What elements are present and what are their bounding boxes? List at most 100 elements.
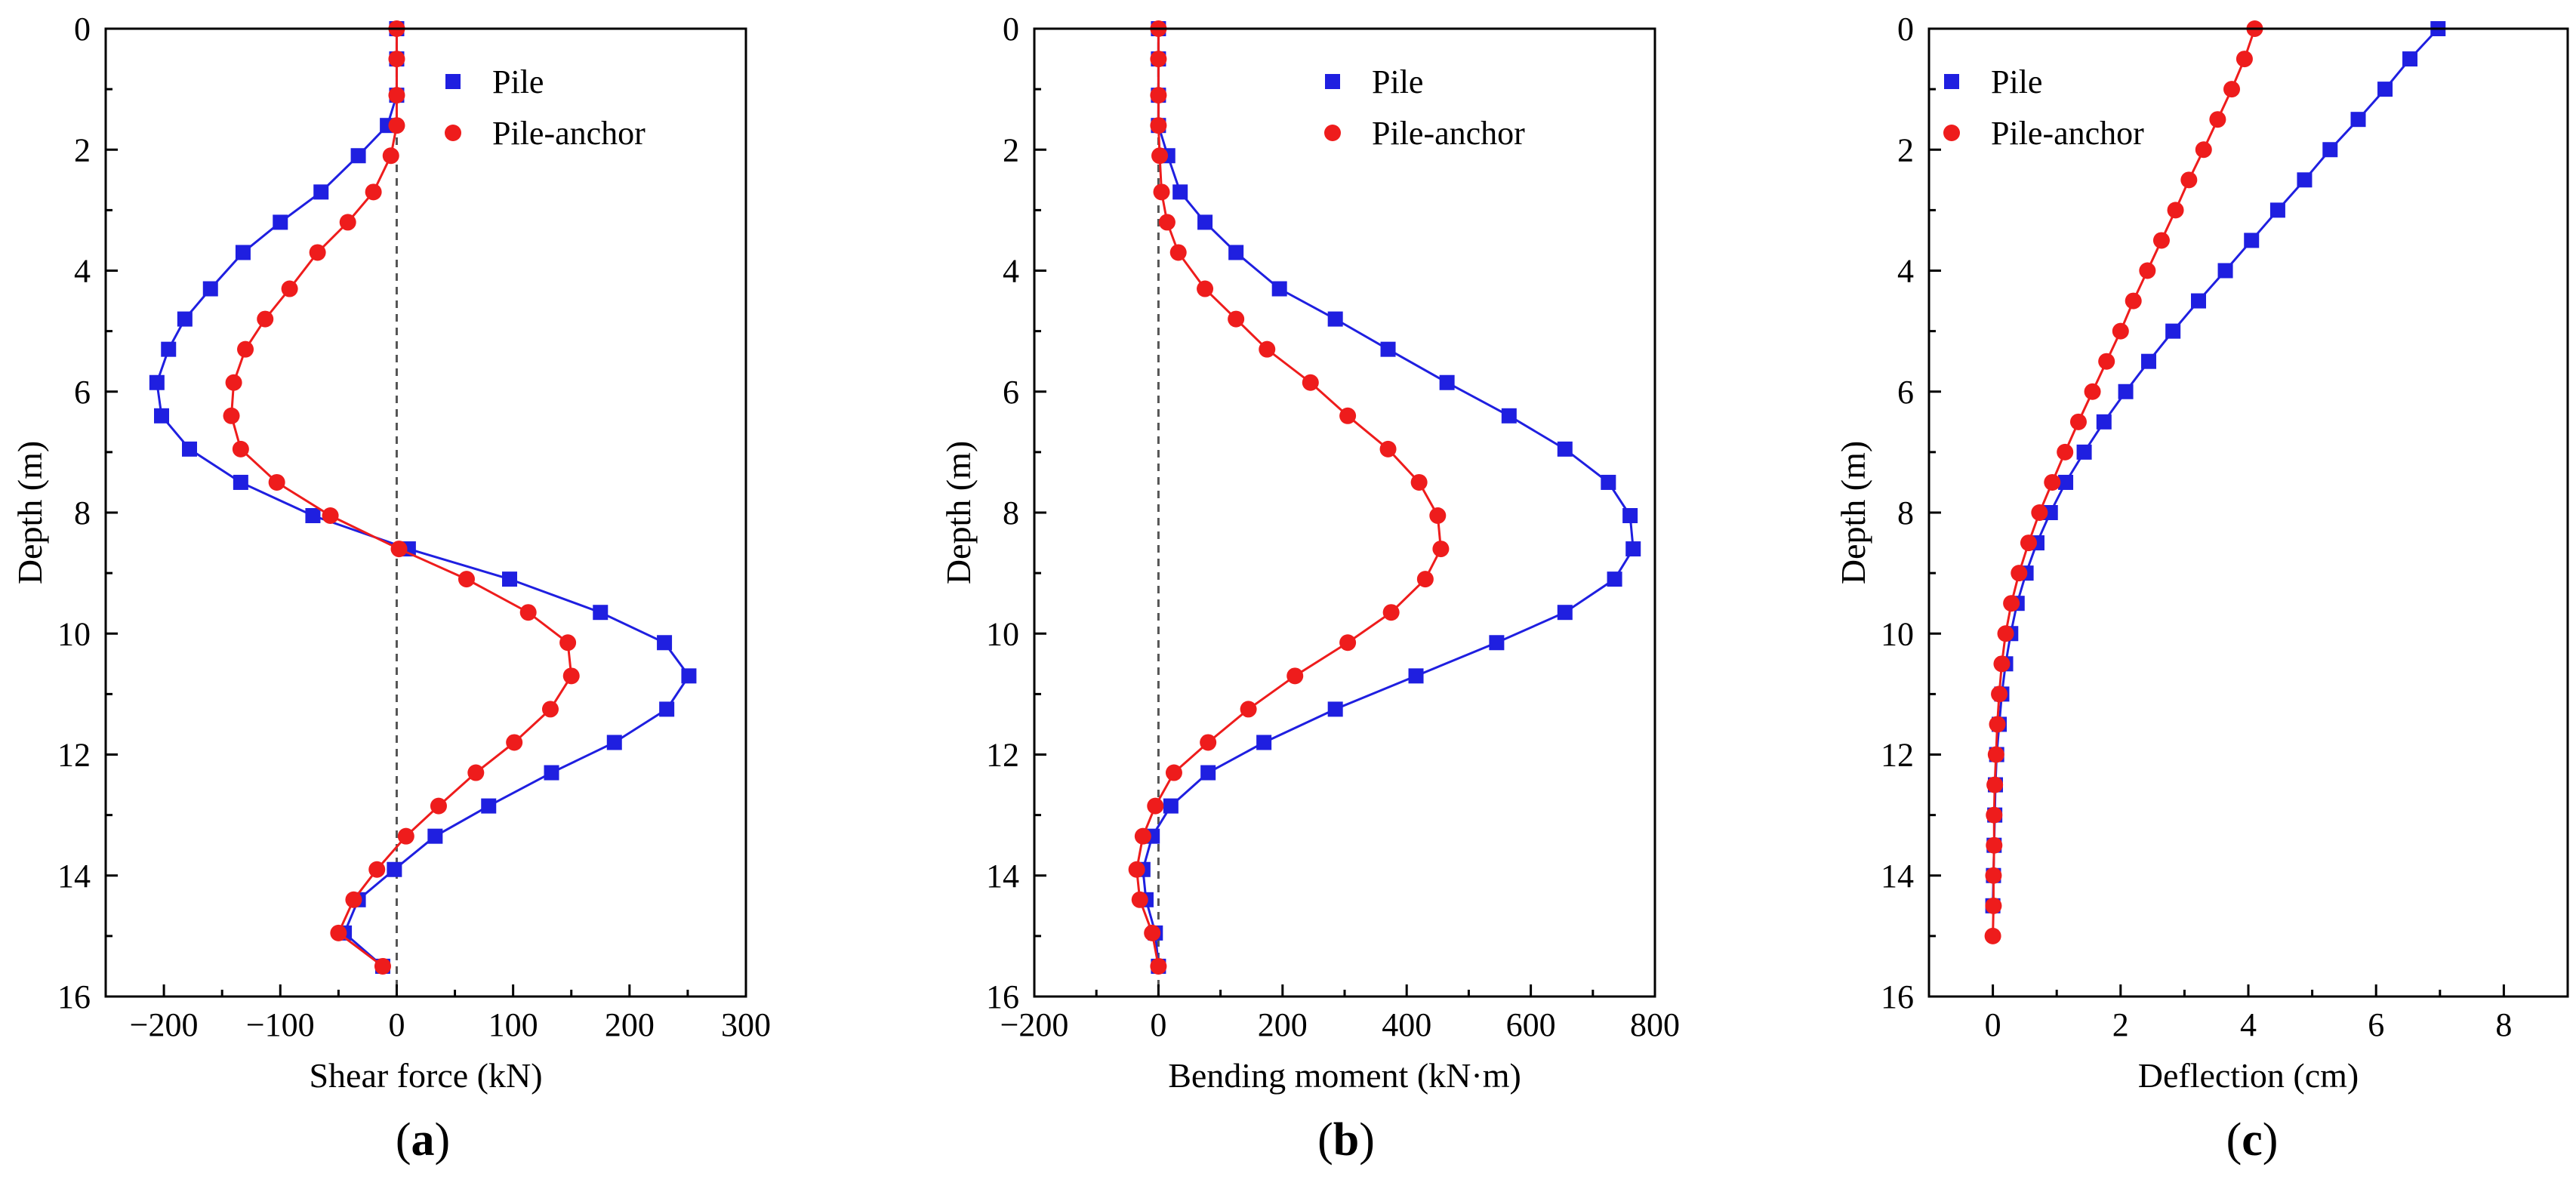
y-tick-label: 16 (1881, 978, 1914, 1015)
legend: Pile Pile-anchor (1324, 63, 1525, 152)
data-point-pile-anchor (1240, 701, 1257, 718)
y-tick-label: 14 (1881, 858, 1914, 895)
data-point-pile-anchor (2152, 232, 2170, 249)
y-tick-label: 8 (74, 494, 91, 531)
data-point-pile-anchor (1286, 667, 1304, 685)
data-point-pile (1439, 374, 1455, 390)
data-point-pile-anchor (309, 244, 326, 261)
data-point-pile-anchor (388, 117, 405, 134)
legend-marker-pile (1944, 74, 1959, 89)
y-tick-label: 0 (1003, 11, 1019, 48)
data-point-pile (2141, 353, 2157, 369)
data-point-pile-anchor (458, 571, 475, 588)
data-point-pile-anchor (1339, 634, 1357, 652)
data-point-pile (1380, 341, 1396, 357)
data-point-pile-anchor (237, 340, 254, 358)
y-tick-label: 16 (986, 978, 1019, 1015)
data-point-pile (1197, 214, 1213, 230)
legend-label-pile-anchor: Pile-anchor (1372, 115, 1525, 152)
x-axis-title: Shear force (kN) (309, 1056, 542, 1095)
data-point-pile (2165, 323, 2181, 339)
data-point-pile-anchor (2125, 292, 2142, 310)
data-point-pile (1607, 571, 1622, 587)
x-tick-label: 100 (488, 1006, 538, 1043)
data-point-pile-anchor (1169, 244, 1187, 261)
y-axis-title: Depth (m) (1834, 441, 1872, 584)
data-point-pile (182, 441, 198, 457)
x-tick-label: −100 (246, 1006, 315, 1043)
data-point-pile (659, 701, 675, 717)
data-point-pile-anchor (1379, 440, 1397, 457)
legend-marker-pile-anchor (1324, 125, 1341, 141)
data-point-pile-anchor (1432, 541, 1450, 558)
data-point-pile-anchor (339, 214, 356, 231)
data-point-pile (1557, 441, 1573, 457)
data-point-pile-anchor (1200, 734, 1217, 751)
panel-label: (a) (396, 1114, 450, 1166)
data-point-pile-anchor (1134, 827, 1151, 845)
data-point-pile (2297, 172, 2313, 188)
y-tick-label: 10 (1881, 615, 1914, 652)
data-point-pile (481, 798, 497, 814)
series-line-pile (1142, 29, 1635, 967)
legend-label-pile: Pile (492, 63, 544, 100)
x-tick-label: −200 (130, 1006, 199, 1043)
data-point-pile (273, 214, 288, 230)
data-point-pile (1557, 605, 1573, 621)
x-tick-label: 800 (1630, 1006, 1680, 1043)
data-point-pile (2118, 384, 2134, 399)
data-point-pile (161, 341, 177, 357)
legend-label-pile: Pile (1372, 63, 1423, 100)
y-tick-label: 8 (1897, 494, 1914, 531)
data-point-pile (681, 668, 697, 684)
y-tick-label: 2 (1897, 131, 1914, 168)
data-point-pile-anchor (1147, 797, 1164, 815)
data-point-pile-anchor (1989, 716, 2006, 733)
series-line-pile-anchor (1135, 29, 1442, 967)
data-point-pile-anchor (374, 957, 391, 975)
y-tick-label: 12 (57, 737, 91, 774)
data-point-pile-anchor (232, 440, 249, 457)
data-point-pile (1408, 668, 1424, 684)
y-tick-label: 0 (1897, 11, 1914, 48)
legend-marker-pile-anchor (445, 125, 461, 141)
data-point-pile (313, 184, 329, 200)
data-point-pile (154, 408, 170, 424)
data-point-pile-anchor (2011, 565, 2028, 582)
panel-label: (b) (1317, 1114, 1375, 1166)
data-point-pile-anchor (1165, 764, 1182, 781)
data-point-pile-anchor (1197, 280, 1214, 297)
y-tick-label: 14 (986, 858, 1019, 895)
y-tick-label: 6 (1003, 374, 1019, 411)
data-point-pile-anchor (1128, 861, 1145, 878)
y-tick-label: 4 (74, 253, 91, 290)
data-point-pile (2350, 112, 2366, 128)
panel-label: (c) (2226, 1114, 2279, 1166)
x-tick-label: 300 (721, 1006, 771, 1043)
data-point-pile-anchor (281, 280, 298, 297)
data-point-pile-anchor (2236, 51, 2253, 68)
data-point-pile-anchor (2098, 353, 2115, 370)
data-point-pile-anchor (1131, 891, 1148, 908)
data-point-pile-anchor (1144, 924, 1161, 941)
data-point-pile (606, 735, 622, 750)
data-point-pile (1163, 798, 1179, 814)
data-point-pile-anchor (2223, 81, 2241, 98)
legend-marker-pile (1325, 74, 1340, 89)
x-tick-label: 0 (388, 1006, 405, 1043)
data-point-pile (235, 245, 251, 260)
x-tick-label: 2 (2112, 1006, 2129, 1043)
data-point-pile-anchor (2084, 383, 2101, 400)
data-point-pile-anchor (1993, 655, 2011, 673)
series-line-pile-anchor (230, 29, 573, 968)
data-point-pile-anchor (2044, 473, 2061, 491)
data-point-pile (427, 828, 443, 844)
x-axis-title: Bending moment (kN·m) (1168, 1056, 1521, 1095)
data-point-pile-anchor (268, 473, 285, 491)
legend-label-pile: Pile (1991, 63, 2042, 100)
data-point-pile-anchor (388, 51, 405, 68)
plot-frame (104, 27, 747, 998)
data-point-pile-anchor (257, 310, 274, 328)
data-point-pile-anchor (2167, 202, 2184, 219)
